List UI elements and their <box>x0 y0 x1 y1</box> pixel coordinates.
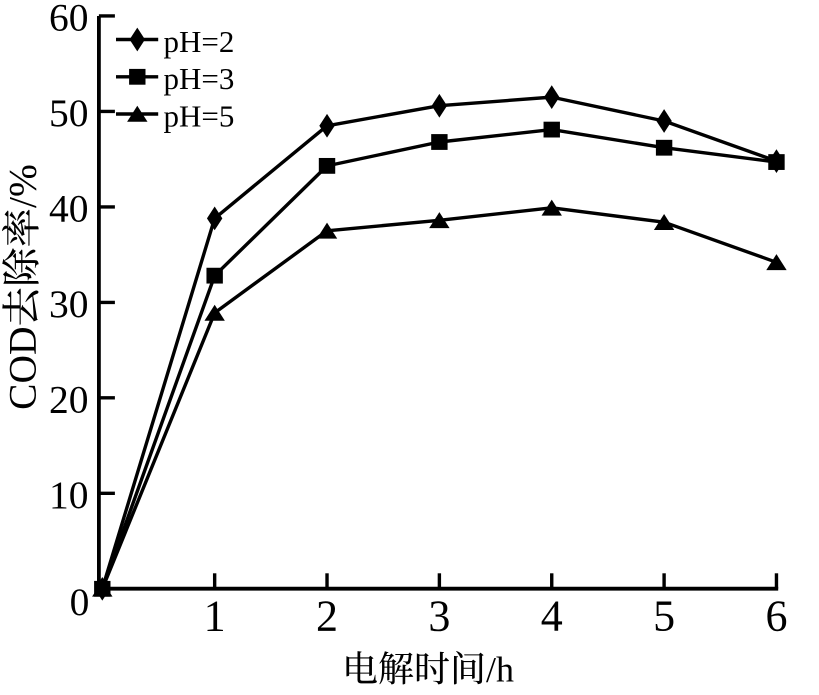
legend-marker-square-icon <box>129 68 146 85</box>
series-marker-pH=3-5 <box>655 139 673 156</box>
series-marker-pH=3-4 <box>543 121 560 138</box>
series-marker-pH=2-2 <box>319 113 335 138</box>
x-tick-label-5: 5 <box>653 592 675 641</box>
label-latin-run: /% <box>1 164 45 208</box>
series-marker-pH=5-1 <box>204 304 225 321</box>
series-marker-pH=2-4 <box>544 85 560 109</box>
legend-label-pH=5: pH=5 <box>164 98 235 133</box>
series-marker-pH=3-2 <box>318 157 336 174</box>
series-marker-pH=2-1 <box>206 206 223 231</box>
series-marker-pH=5-5 <box>653 214 675 230</box>
y-tick-label-20: 20 <box>49 378 89 422</box>
x-tick-label-6: 6 <box>765 592 787 641</box>
series-marker-pH=3-3 <box>431 134 448 150</box>
legend-item-pH=2: pH=2 <box>116 24 234 59</box>
series-marker-pH=5-6 <box>766 254 787 271</box>
label-cjk-glyph <box>379 651 414 685</box>
label-cjk-glyph <box>416 651 450 685</box>
label-latin-run: /h <box>486 650 514 690</box>
series-pH=2 <box>94 85 785 601</box>
x-tick-label-4: 4 <box>541 592 563 641</box>
y-tick-label-10: 10 <box>49 473 89 517</box>
series-marker-pH=5-4 <box>541 199 562 216</box>
ticks <box>98 14 779 589</box>
label-cjk-glyph <box>2 248 39 284</box>
y-tick-label-30: 30 <box>49 282 89 326</box>
legend-marker-triangle-icon <box>127 105 148 122</box>
y-tick-label-60: 60 <box>49 0 89 40</box>
legend-label-pH=3: pH=3 <box>164 61 235 96</box>
label-latin-run: COD <box>1 326 45 409</box>
legend-marker-diamond-icon <box>129 27 145 52</box>
x-tick-label-3: 3 <box>428 592 450 641</box>
series-marker-pH=2-6 <box>768 149 785 173</box>
y-axis-title: COD /% <box>1 164 45 410</box>
label-cjk-glyph <box>346 651 377 684</box>
series-marker-pH=2-3 <box>431 93 448 118</box>
x-tick-label-1: 1 <box>204 592 226 641</box>
y-tick-label-50: 50 <box>49 91 89 135</box>
legend: pH=2pH=3pH=5 <box>116 24 234 133</box>
x-tick-labels: 1 2 3 4 5 6 <box>204 592 788 641</box>
x-tick-label-2: 2 <box>316 592 338 641</box>
legend-item-pH=5: pH=5 <box>116 98 234 133</box>
label-cjk-glyph <box>1 209 39 246</box>
label-cjk-glyph <box>2 288 39 325</box>
legend-label-pH=2: pH=2 <box>164 24 235 59</box>
series-marker-pH=3-1 <box>206 267 223 284</box>
series-marker-pH=5-3 <box>429 212 450 229</box>
x-axis-title: /h <box>346 650 514 690</box>
legend-item-pH=3: pH=3 <box>116 61 234 96</box>
y-tick-labels: 10 20 30 40 50 60 <box>49 0 89 517</box>
series-marker-pH=2-5 <box>656 109 672 133</box>
y-tick-label-40: 40 <box>49 187 89 231</box>
series-marker-pH=5-2 <box>316 222 338 239</box>
y-axis-title-run: COD /% <box>1 164 45 410</box>
label-cjk-glyph <box>453 651 484 685</box>
series-marker-pH=2-0 <box>94 576 110 601</box>
series-pH=5 <box>92 199 787 597</box>
origin-tick-label: 0 <box>70 580 90 624</box>
